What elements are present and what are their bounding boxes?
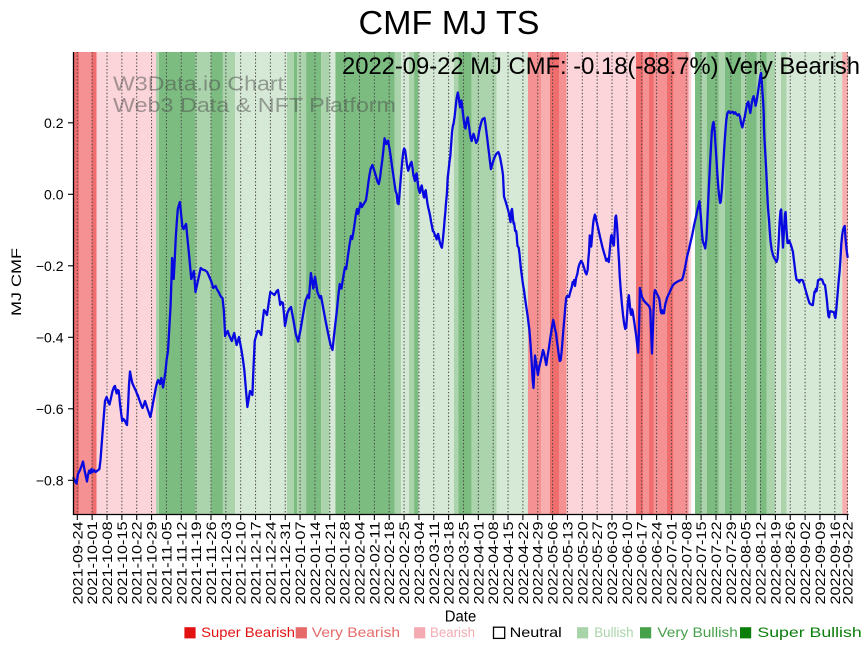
svg-text:2021-12-17: 2021-12-17 xyxy=(248,521,264,604)
svg-text:Bearish: Bearish xyxy=(430,624,475,640)
svg-text:2021-11-12: 2021-11-12 xyxy=(173,521,189,604)
svg-text:Super Bearish: Super Bearish xyxy=(201,624,295,640)
svg-text:2022-01-21: 2022-01-21 xyxy=(322,521,338,604)
svg-text:2021-10-01: 2021-10-01 xyxy=(84,521,100,604)
svg-text:2021-11-26: 2021-11-26 xyxy=(203,521,219,604)
svg-text:−0.6: −0.6 xyxy=(36,401,64,417)
svg-text:−0.4: −0.4 xyxy=(36,329,64,345)
svg-text:2022-07-29: 2022-07-29 xyxy=(723,521,739,604)
svg-text:2022-05-06: 2022-05-06 xyxy=(545,521,561,604)
svg-text:2022-06-24: 2022-06-24 xyxy=(649,521,665,604)
svg-text:Super Bullish: Super Bullish xyxy=(757,624,861,640)
svg-text:2022-01-07: 2022-01-07 xyxy=(292,521,308,604)
svg-text:2022-07-22: 2022-07-22 xyxy=(708,521,724,604)
svg-text:Neutral: Neutral xyxy=(510,624,562,640)
svg-text:2022-01-14: 2022-01-14 xyxy=(307,521,323,604)
svg-text:2022-07-15: 2022-07-15 xyxy=(693,521,709,604)
svg-text:2022-03-11: 2022-03-11 xyxy=(426,521,442,604)
svg-text:Very Bullish: Very Bullish xyxy=(657,624,737,640)
svg-text:2022-04-22: 2022-04-22 xyxy=(515,521,531,604)
svg-text:2022-02-18: 2022-02-18 xyxy=(381,521,397,604)
svg-text:Date: Date xyxy=(445,609,477,626)
svg-text:2021-11-19: 2021-11-19 xyxy=(188,521,204,604)
svg-text:W3Data.io Chart: W3Data.io Chart xyxy=(113,74,284,96)
svg-text:2022-05-20: 2022-05-20 xyxy=(574,521,590,604)
svg-text:2022-09-09: 2022-09-09 xyxy=(812,521,828,604)
svg-text:2021-10-08: 2021-10-08 xyxy=(99,521,115,604)
svg-text:MJ CMF: MJ CMF xyxy=(8,248,24,316)
svg-text:Web3 Data & NFT Platform: Web3 Data & NFT Platform xyxy=(113,95,396,117)
svg-text:2021-09-24: 2021-09-24 xyxy=(69,521,85,604)
svg-text:−0.8: −0.8 xyxy=(36,472,64,488)
svg-text:2022-04-29: 2022-04-29 xyxy=(530,521,546,604)
svg-text:2022-03-18: 2022-03-18 xyxy=(441,521,457,604)
svg-text:CMF MJ TS: CMF MJ TS xyxy=(359,5,540,42)
svg-text:2022-09-16: 2022-09-16 xyxy=(827,521,843,604)
svg-text:2022-07-08: 2022-07-08 xyxy=(678,521,694,604)
svg-text:2022-07-01: 2022-07-01 xyxy=(663,521,679,604)
svg-text:2022-06-17: 2022-06-17 xyxy=(634,521,650,604)
svg-text:2022-02-25: 2022-02-25 xyxy=(396,521,412,604)
svg-text:2022-08-26: 2022-08-26 xyxy=(782,521,798,604)
svg-text:2021-10-22: 2021-10-22 xyxy=(129,521,145,604)
svg-text:2021-12-31: 2021-12-31 xyxy=(277,521,293,604)
svg-text:2022-09-22: 2022-09-22 xyxy=(839,521,855,604)
svg-text:2022-03-04: 2022-03-04 xyxy=(411,521,427,604)
svg-text:2021-12-24: 2021-12-24 xyxy=(262,521,278,604)
svg-text:2021-10-15: 2021-10-15 xyxy=(114,521,130,604)
svg-text:2022-08-19: 2022-08-19 xyxy=(767,521,783,604)
svg-text:2022-08-05: 2022-08-05 xyxy=(738,521,754,604)
svg-text:2022-06-10: 2022-06-10 xyxy=(619,521,635,604)
svg-text:2021-12-03: 2021-12-03 xyxy=(218,521,234,604)
svg-text:2022-05-13: 2022-05-13 xyxy=(559,521,575,604)
svg-text:−0.2: −0.2 xyxy=(36,258,64,274)
svg-text:2022-04-01: 2022-04-01 xyxy=(470,521,486,604)
svg-text:2022-09-22 MJ CMF: -0.18(-88.7: 2022-09-22 MJ CMF: -0.18(-88.7%) Very Be… xyxy=(342,53,860,80)
svg-text:2021-12-10: 2021-12-10 xyxy=(233,521,249,604)
svg-text:2021-10-29: 2021-10-29 xyxy=(144,521,160,604)
svg-text:2022-01-28: 2022-01-28 xyxy=(337,521,353,604)
svg-text:0.0: 0.0 xyxy=(44,186,64,202)
svg-text:2022-06-03: 2022-06-03 xyxy=(604,521,620,604)
svg-text:Bullish: Bullish xyxy=(594,624,633,640)
svg-text:2022-02-04: 2022-02-04 xyxy=(352,521,368,604)
svg-text:2022-09-02: 2022-09-02 xyxy=(797,521,813,604)
svg-text:2022-04-15: 2022-04-15 xyxy=(500,521,516,604)
svg-text:0.2: 0.2 xyxy=(44,115,64,131)
svg-text:2022-05-27: 2022-05-27 xyxy=(589,521,605,604)
svg-text:2021-11-05: 2021-11-05 xyxy=(158,521,174,604)
svg-text:2022-08-12: 2022-08-12 xyxy=(753,521,769,604)
svg-text:2022-03-25: 2022-03-25 xyxy=(455,521,471,604)
svg-text:Very Bearish: Very Bearish xyxy=(312,624,400,640)
svg-text:2022-02-11: 2022-02-11 xyxy=(366,521,382,604)
svg-text:2022-04-08: 2022-04-08 xyxy=(485,521,501,604)
